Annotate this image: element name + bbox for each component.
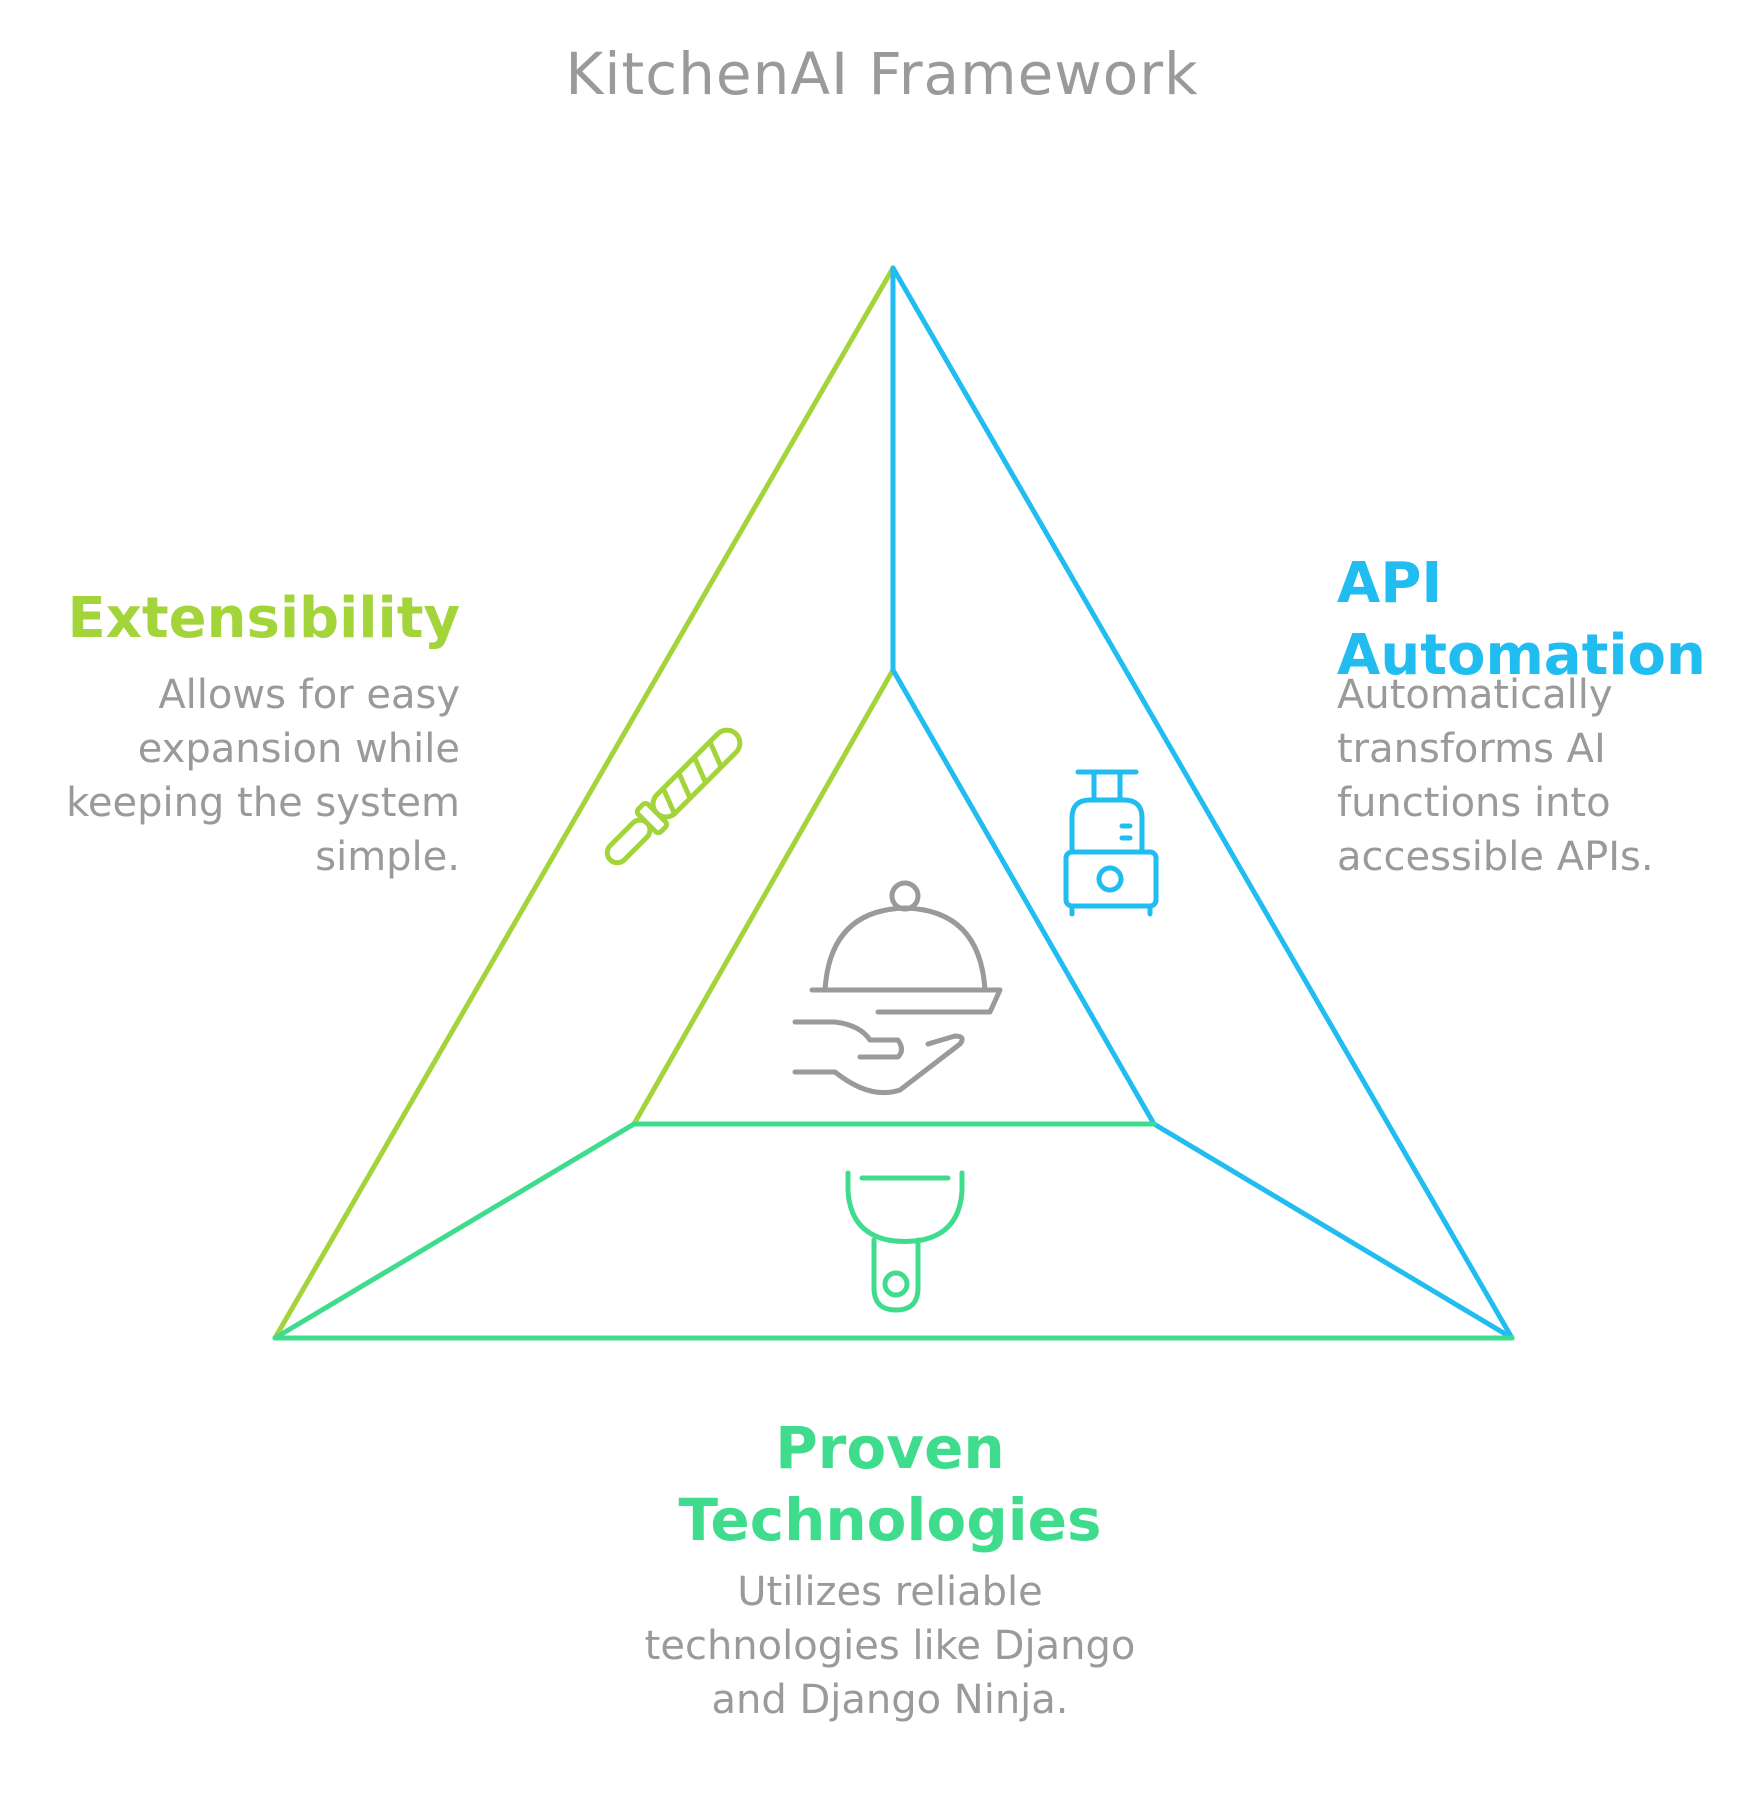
api-automation-description: Automatically transforms AI functions in…: [1337, 672, 1654, 880]
extensibility-heading: Extensibility: [67, 586, 460, 651]
page-title: KitchenAI Framework: [565, 40, 1199, 108]
extensibility-face: [272, 265, 896, 1341]
api-automation-face: [890, 265, 1515, 1341]
peeler-icon: [845, 1170, 965, 1313]
food-processor-icon: [1063, 769, 1159, 917]
proven-technologies-description: Utilizes reliable technologies like Djan…: [644, 1569, 1136, 1723]
proven-technologies-heading: Proven Technologies: [678, 1414, 1102, 1554]
proven-technologies-face: [272, 1121, 1515, 1341]
extensibility-description: Allows for easy expansion while keeping …: [66, 672, 460, 880]
knife-sharpener-icon: [604, 727, 743, 866]
api-automation-heading: API Automation: [1337, 551, 1706, 688]
serving-cloche-icon: [792, 880, 1003, 1096]
